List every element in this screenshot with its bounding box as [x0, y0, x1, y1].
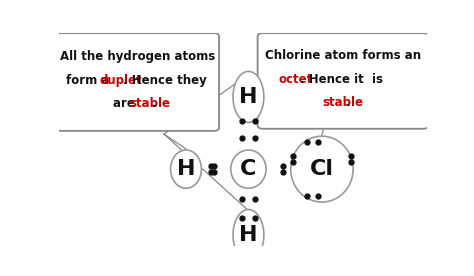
Text: .: .	[346, 96, 350, 109]
Ellipse shape	[233, 71, 264, 122]
Text: . Hence it  is: . Hence it is	[300, 73, 383, 86]
Text: All the hydrogen atoms: All the hydrogen atoms	[60, 50, 215, 63]
Text: .: .	[152, 97, 156, 110]
Text: stable: stable	[323, 96, 364, 109]
FancyBboxPatch shape	[55, 33, 219, 131]
Text: octet: octet	[279, 73, 313, 86]
Text: H: H	[239, 87, 258, 107]
Text: Chlorine atom forms an: Chlorine atom forms an	[265, 49, 421, 62]
Ellipse shape	[291, 136, 353, 202]
Text: form a: form a	[66, 74, 113, 87]
Text: H: H	[239, 225, 258, 245]
Text: . Hence they: . Hence they	[123, 74, 206, 87]
Ellipse shape	[231, 150, 266, 188]
Text: Cl: Cl	[310, 159, 334, 179]
Ellipse shape	[171, 150, 201, 188]
Text: are: are	[113, 97, 139, 110]
Text: C: C	[240, 159, 256, 179]
Text: stable: stable	[129, 97, 170, 110]
Text: duplet: duplet	[100, 74, 142, 87]
Ellipse shape	[233, 209, 264, 261]
FancyBboxPatch shape	[258, 33, 428, 129]
Text: H: H	[177, 159, 195, 179]
